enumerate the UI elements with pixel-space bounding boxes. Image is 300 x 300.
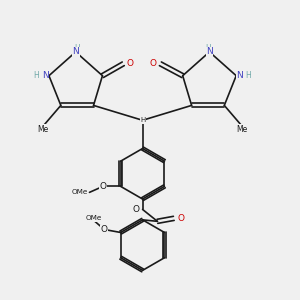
Text: N: N [72, 47, 79, 56]
Text: OMe: OMe [72, 189, 88, 195]
Text: Me: Me [236, 125, 248, 134]
Text: O: O [101, 225, 108, 234]
Text: H: H [205, 44, 211, 53]
Text: H: H [246, 71, 251, 80]
Text: O: O [132, 205, 139, 214]
Text: OMe: OMe [86, 215, 102, 221]
Text: N: N [42, 71, 49, 80]
Text: O: O [99, 182, 106, 191]
Text: O: O [127, 59, 134, 68]
Text: H: H [140, 117, 145, 123]
Text: N: N [206, 47, 213, 56]
Text: Me: Me [38, 125, 49, 134]
Text: O: O [177, 214, 184, 223]
Text: O: O [150, 59, 157, 68]
Text: H: H [74, 44, 80, 53]
Text: N: N [236, 71, 243, 80]
Text: H: H [34, 71, 39, 80]
